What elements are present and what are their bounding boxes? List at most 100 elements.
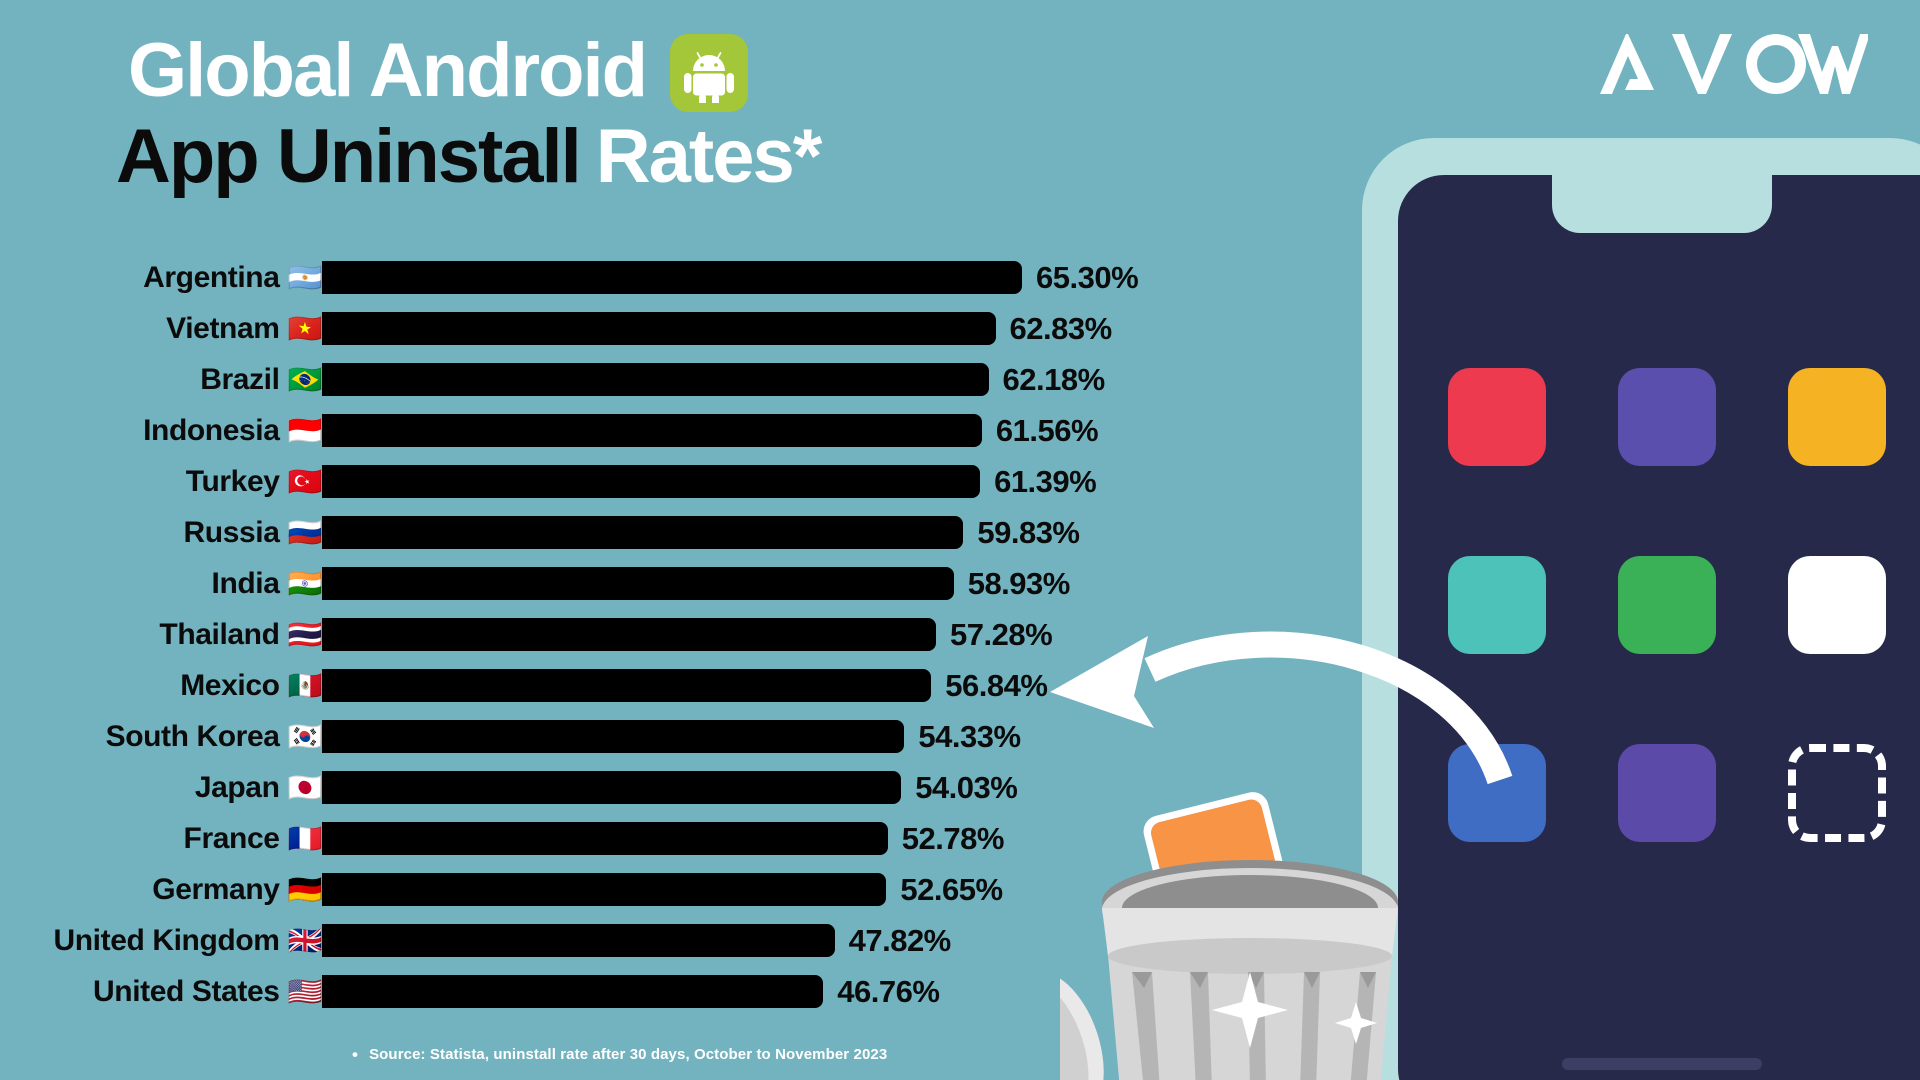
- chart-bar-wrap: 59.83%: [322, 515, 1270, 551]
- chart-bar: [322, 465, 981, 498]
- country-name: Turkey: [185, 464, 280, 498]
- chart-bar: [322, 822, 888, 855]
- chart-bar: [322, 975, 824, 1008]
- app-icon-blue[interactable]: [1448, 744, 1546, 842]
- chart-bar-wrap: 57.28%: [322, 617, 1270, 653]
- uninstall-rates-chart: Argentina 🇦🇷 65.30% Vietnam 🇻🇳 62.83% Brazil 🇧🇷…: [0, 252, 1270, 1017]
- chart-row-label: Mexico 🇲🇽: [0, 669, 322, 703]
- country-name: United Kingdom: [53, 923, 280, 957]
- chart-bar: [322, 261, 1022, 294]
- chart-row: United Kingdom 🇬🇧 47.82%: [0, 915, 1270, 966]
- chart-bar-wrap: 54.03%: [322, 770, 1270, 806]
- chart-row: Russia 🇷🇺 59.83%: [0, 507, 1270, 558]
- chart-bar-wrap: 52.65%: [322, 872, 1270, 908]
- chart-bar-value: 61.56%: [995, 412, 1099, 448]
- phone-home-indicator: [1562, 1058, 1762, 1070]
- chart-bar: [322, 873, 887, 906]
- app-icon-purple[interactable]: [1618, 368, 1716, 466]
- chart-bar-value: 54.33%: [918, 718, 1021, 754]
- country-name: Mexico: [180, 668, 280, 702]
- app-icon-teal[interactable]: [1448, 556, 1546, 654]
- chart-bar: [322, 924, 835, 957]
- country-name: India: [211, 566, 280, 600]
- app-icon-green[interactable]: [1618, 556, 1716, 654]
- chart-bar-value: 61.39%: [994, 463, 1097, 499]
- app-icon-red[interactable]: [1448, 368, 1546, 466]
- chart-bar: [322, 720, 905, 753]
- phone-frame: [1362, 138, 1920, 1080]
- chart-row-label: Vietnam 🇻🇳: [0, 312, 322, 346]
- chart-bar-value: 62.83%: [1009, 310, 1113, 346]
- country-flag-icon: 🇫🇷: [287, 822, 323, 854]
- country-flag-icon: 🇷🇺: [287, 516, 323, 548]
- country-name: Indonesia: [143, 413, 280, 447]
- source-text: Source: Statista, uninstall rate after 3…: [369, 1046, 888, 1063]
- chart-row: Brazil 🇧🇷 62.18%: [0, 354, 1270, 405]
- chart-bar-value: 62.18%: [1002, 361, 1106, 397]
- country-flag-icon: 🇩🇪: [287, 873, 323, 905]
- chart-bar: [322, 312, 996, 345]
- chart-row: Mexico 🇲🇽 56.84%: [0, 660, 1270, 711]
- chart-bar-value: 58.93%: [967, 565, 1071, 601]
- country-name: United States: [93, 974, 280, 1008]
- country-name: Brazil: [200, 362, 280, 396]
- country-name: Vietnam: [166, 311, 280, 345]
- chart-bar-wrap: 47.82%: [322, 923, 1270, 959]
- chart-bar-wrap: 56.84%: [322, 668, 1270, 704]
- chart-row-label: France 🇫🇷: [0, 821, 323, 856]
- chart-bar: [322, 669, 932, 702]
- country-flag-icon: 🇮🇳: [287, 567, 323, 599]
- chart-row-label: Brazil 🇧🇷: [0, 363, 322, 397]
- chart-row-label: Russia 🇷🇺: [0, 515, 323, 550]
- chart-row: Thailand 🇹🇭 57.28%: [0, 609, 1270, 660]
- chart-row: Japan 🇯🇵 54.03%: [0, 762, 1270, 813]
- chart-row-label: Japan 🇯🇵: [0, 771, 323, 805]
- title-line1: Global Android: [128, 28, 648, 113]
- chart-bar: [322, 516, 964, 549]
- country-flag-icon: 🇦🇷: [287, 261, 323, 293]
- chart-bar-wrap: 46.76%: [322, 974, 1270, 1010]
- app-icon-white[interactable]: [1788, 556, 1886, 654]
- bullet-icon: •: [352, 1045, 359, 1064]
- phone-notch: [1552, 175, 1772, 233]
- chart-bar: [322, 363, 989, 396]
- country-name: France: [183, 821, 280, 855]
- chart-bar: [322, 771, 902, 804]
- chart-row: Germany 🇩🇪 52.65%: [0, 864, 1270, 915]
- chart-bar-value: 59.83%: [977, 514, 1080, 550]
- chart-bar-value: 52.65%: [900, 871, 1003, 907]
- chart-row-label: Turkey 🇹🇷: [0, 464, 323, 499]
- android-robot-icon: [670, 34, 749, 112]
- country-name: Germany: [152, 872, 280, 906]
- avow-logo: [1600, 34, 1868, 94]
- chart-bar-wrap: 62.83%: [322, 311, 1270, 347]
- chart-row: France 🇫🇷 52.78%: [0, 813, 1270, 864]
- app-icon-indigo[interactable]: [1618, 744, 1716, 842]
- app-slot-empty-icon[interactable]: [1788, 744, 1886, 842]
- chart-bar-value: 54.03%: [915, 769, 1018, 805]
- chart-row: Argentina 🇦🇷 65.30%: [0, 252, 1270, 303]
- country-name: Russia: [183, 515, 280, 549]
- chart-row-label: United Kingdom 🇬🇧: [0, 924, 322, 958]
- country-flag-icon: 🇮🇩: [287, 414, 323, 446]
- chart-bar-value: 57.28%: [950, 616, 1053, 652]
- country-flag-icon: 🇯🇵: [287, 771, 323, 803]
- chart-bar-wrap: 54.33%: [322, 719, 1270, 755]
- country-flag-icon: 🇹🇷: [287, 465, 323, 497]
- chart-bar-value: 65.30%: [1036, 259, 1139, 295]
- app-icon-yellow[interactable]: [1788, 368, 1886, 466]
- chart-row-label: Germany 🇩🇪: [0, 873, 322, 907]
- source-note: • Source: Statista, uninstall rate after…: [352, 1046, 887, 1063]
- country-name: South Korea: [105, 719, 280, 753]
- chart-bar-wrap: 52.78%: [322, 821, 1270, 857]
- chart-bar-wrap: 58.93%: [322, 566, 1270, 602]
- country-flag-icon: 🇻🇳: [287, 312, 323, 344]
- chart-bar-value: 56.84%: [945, 667, 1048, 703]
- chart-bar-value: 46.76%: [837, 973, 940, 1009]
- chart-row-label: Indonesia 🇮🇩: [0, 414, 322, 448]
- phone-screen: [1398, 175, 1920, 1080]
- chart-row: Indonesia 🇮🇩 61.56%: [0, 405, 1270, 456]
- country-flag-icon: 🇰🇷: [287, 720, 323, 752]
- chart-bar-wrap: 62.18%: [322, 362, 1270, 398]
- chart-bar-wrap: 65.30%: [322, 260, 1270, 296]
